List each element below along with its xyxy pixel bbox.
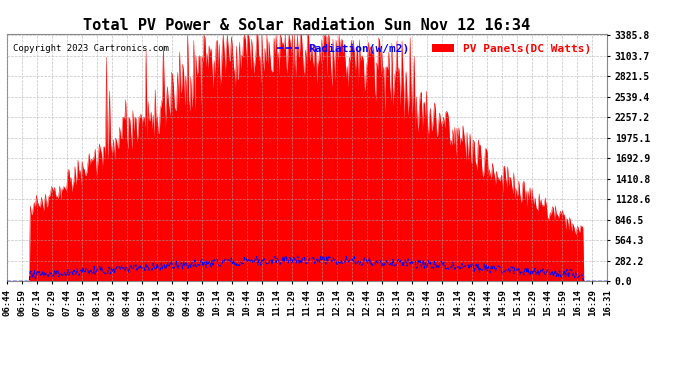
Text: Copyright 2023 Cartronics.com: Copyright 2023 Cartronics.com [13,44,169,52]
Legend: Radiation(w/m2), PV Panels(DC Watts): Radiation(w/m2), PV Panels(DC Watts) [273,39,595,58]
Title: Total PV Power & Solar Radiation Sun Nov 12 16:34: Total PV Power & Solar Radiation Sun Nov… [83,18,531,33]
